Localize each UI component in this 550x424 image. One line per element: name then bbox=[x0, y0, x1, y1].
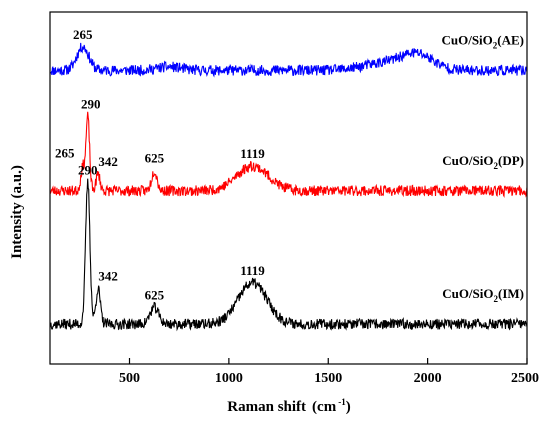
x-tick-label: 2000 bbox=[414, 371, 442, 386]
x-tick-label: 1500 bbox=[314, 371, 342, 386]
peak-label: 625 bbox=[145, 151, 165, 166]
series-line-0 bbox=[50, 42, 528, 78]
x-axis-unit-main: (cm bbox=[312, 399, 337, 415]
series-label: CuO/SiO2(IM) bbox=[442, 286, 524, 304]
series-layer bbox=[49, 42, 528, 332]
x-tick-label: 2500 bbox=[511, 371, 539, 386]
peak-label: 342 bbox=[98, 154, 118, 169]
peak-label: 290 bbox=[81, 97, 101, 112]
peak-label: 342 bbox=[98, 269, 118, 284]
peak-label: 290 bbox=[78, 162, 98, 177]
x-axis-title-main: Raman shift bbox=[227, 399, 306, 415]
peak-label: 265 bbox=[55, 146, 75, 161]
x-tick-label: 500 bbox=[119, 371, 140, 386]
series-label: CuO/SiO2(DP) bbox=[442, 153, 524, 171]
series-line-2 bbox=[49, 178, 528, 332]
x-axis-unit-end: ) bbox=[346, 399, 351, 415]
plot-frame bbox=[49, 11, 528, 365]
x-tick-label: 1000 bbox=[215, 371, 243, 386]
peak-label: 265 bbox=[73, 27, 93, 42]
peak-label: 1119 bbox=[240, 263, 265, 278]
x-axis-title: Raman shift (cm -1) bbox=[227, 397, 350, 415]
peak-label: 1119 bbox=[240, 146, 265, 161]
series-line-1 bbox=[49, 111, 528, 199]
peak-label: 625 bbox=[145, 288, 165, 303]
y-axis-title: Intensity (a.u.) bbox=[9, 165, 25, 259]
series-label: CuO/SiO2(AE) bbox=[441, 32, 524, 50]
x-axis-unit-exponent: -1 bbox=[338, 397, 346, 407]
x-axis-ticks: 500 1000 1500 2000 2500 bbox=[119, 358, 539, 386]
